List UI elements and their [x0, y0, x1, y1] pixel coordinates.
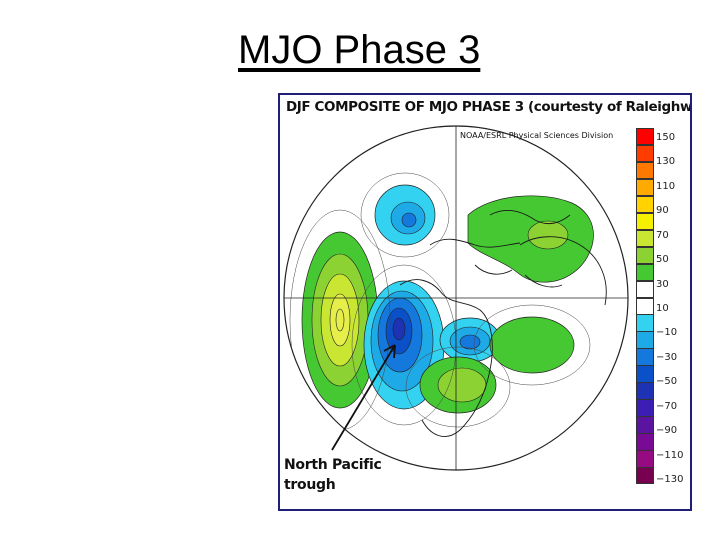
colorbar-segment	[636, 263, 654, 282]
annotation-arrow	[331, 344, 396, 451]
slide-title: MJO Phase 3	[238, 28, 481, 72]
colorbar-segment	[636, 416, 654, 434]
colorbar-label: 110	[656, 180, 676, 192]
colorbar-label: −110	[656, 449, 684, 461]
colorbar-segment	[636, 399, 654, 417]
colorbar-segment	[636, 467, 654, 485]
eastern-us-positive-anomaly	[419, 356, 497, 414]
colorbar-label: 10	[656, 303, 669, 314]
high-latitude-negative-anomaly	[374, 184, 436, 246]
colorbar-segment	[636, 280, 654, 298]
colorbar-label: −30	[656, 351, 678, 363]
polar-map	[283, 125, 629, 471]
colorbar-label: 90	[656, 205, 669, 217]
colorbar-label: −10	[656, 327, 678, 339]
colorbar-label: −70	[656, 400, 678, 412]
annotation-line-1: North Pacific	[284, 457, 382, 473]
colorbar-label: 30	[656, 278, 669, 290]
figure-credit: NOAA/ESRL Physical Sciences Division	[460, 131, 614, 140]
coastlines	[399, 209, 607, 437]
colorbar-label: 150	[656, 132, 676, 143]
colorbar-label: 130	[656, 156, 676, 168]
colorbar-label: 50	[656, 254, 669, 266]
eurasia-positive-anomaly	[467, 195, 594, 283]
colorbar-segment	[636, 382, 654, 400]
colorbar-segment	[636, 314, 654, 332]
trough-annotation: North Pacific trough	[284, 455, 382, 495]
annotation-line-2: trough	[284, 477, 336, 493]
pacific-ridge-anomaly	[301, 231, 379, 409]
colorbar-segment	[636, 433, 654, 451]
colorbar-label: −130	[656, 474, 684, 485]
colorbar-label: −50	[656, 376, 678, 388]
colorbar-label: −90	[656, 425, 678, 437]
figure-title: DJF COMPOSITE OF MJO PHASE 3 (courtesty …	[286, 99, 692, 115]
colorbar-segment	[636, 365, 654, 383]
colorbar	[636, 128, 654, 485]
composite-map-figure: DJF COMPOSITE OF MJO PHASE 3 (courtesty …	[278, 93, 692, 511]
colorbar-segment	[636, 331, 654, 349]
colorbar-segment	[636, 178, 654, 197]
colorbar-segment	[636, 348, 654, 366]
atlantic-positive-anomaly	[489, 316, 575, 374]
colorbar-segment	[636, 195, 654, 214]
colorbar-segment	[636, 161, 654, 180]
colorbar-segment	[636, 144, 654, 163]
colorbar-segment	[636, 246, 654, 265]
colorbar-segment	[636, 128, 654, 146]
colorbar-segment	[636, 297, 654, 315]
colorbar-segment	[636, 229, 654, 248]
colorbar-label: 70	[656, 229, 669, 241]
colorbar-segment	[636, 450, 654, 468]
colorbar-segment	[636, 212, 654, 231]
